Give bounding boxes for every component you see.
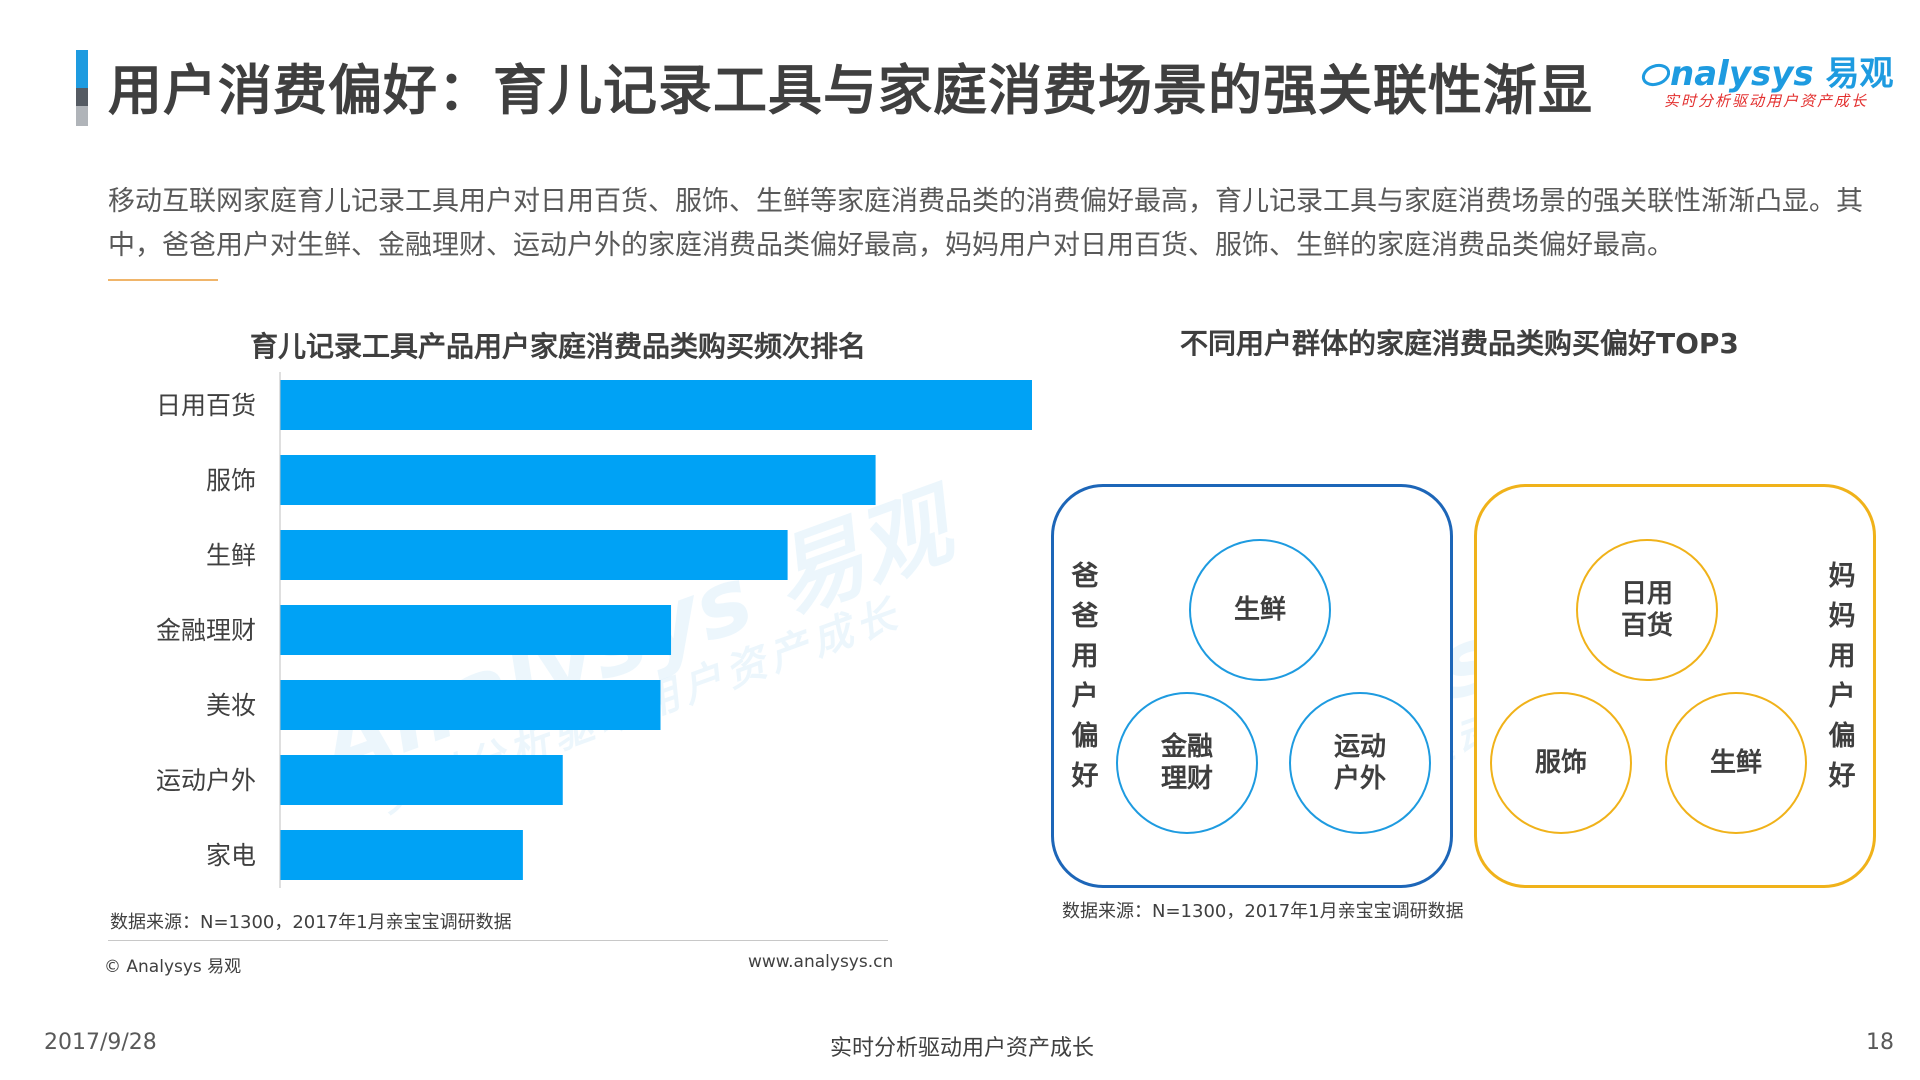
category-label-2: 生鲜 [206, 541, 256, 570]
summary-underline [108, 279, 218, 281]
bar-0 [280, 380, 1032, 430]
category-label-5: 运动户外 [156, 766, 256, 795]
dad-group-label: 爸爸用户偏好 [1071, 561, 1099, 792]
page-number: 18 [1866, 1030, 1894, 1055]
bar-3 [280, 605, 672, 655]
category-label-1: 服饰 [206, 466, 256, 495]
category-label-4: 美妆 [206, 691, 256, 720]
category-label-3: 金融理财 [156, 616, 256, 645]
bar-1 [280, 455, 876, 505]
bar-2 [280, 530, 788, 580]
logo-a-icon [1641, 63, 1671, 87]
mom-item-2: 服饰 [1490, 692, 1632, 834]
logo-tagline: 实时分析驱动用户资产成长 [1664, 92, 1869, 110]
title-accent-bar [76, 50, 88, 126]
slide-tagline: 实时分析驱动用户资产成长 [830, 1036, 1095, 1061]
bar-chart-title: 育儿记录工具产品用户家庭消费品类购买频次排名 [250, 330, 867, 363]
category-label-6: 家电 [206, 841, 256, 870]
data-source-right: 数据来源：N=1300，2017年1月亲宝宝调研数据 [1062, 901, 1464, 922]
page-title: 用户消费偏好：育儿记录工具与家庭消费场景的强关联性渐显 [108, 59, 1593, 122]
bar-6 [280, 830, 523, 880]
website-link[interactable]: www.analysys.cn [748, 952, 894, 972]
summary-text: 移动互联网家庭育儿记录工具用户对日用百货、服饰、生鲜等家庭消费品类的消费偏好最高… [108, 186, 1863, 261]
dad-item-3: 运动户外 [1289, 692, 1431, 834]
dad-item-2: 金融理财 [1116, 692, 1258, 834]
mom-item-1: 日用百货 [1576, 539, 1718, 681]
logo-chinese: 易观 [1825, 54, 1894, 94]
mom-item-3: 生鲜 [1665, 692, 1807, 834]
bar-5 [280, 755, 563, 805]
top3-chart-title: 不同用户群体的家庭消费品类购买偏好TOP3 [1180, 327, 1739, 360]
footer-divider [108, 940, 888, 941]
dad-item-1: 生鲜 [1189, 539, 1331, 681]
data-source-left: 数据来源：N=1300，2017年1月亲宝宝调研数据 [110, 912, 512, 933]
logo-word: nalysys [1670, 54, 1814, 94]
copyright: © Analysys 易观 [104, 957, 242, 977]
slide-date: 2017/9/28 [44, 1030, 157, 1055]
category-label-0: 日用百货 [156, 391, 256, 420]
mom-group-label: 妈妈用户偏好 [1828, 561, 1856, 792]
analysys-logo: nalysys 易观 实时分析驱动用户资产成长 [1640, 46, 1893, 116]
bar-4 [280, 680, 661, 730]
